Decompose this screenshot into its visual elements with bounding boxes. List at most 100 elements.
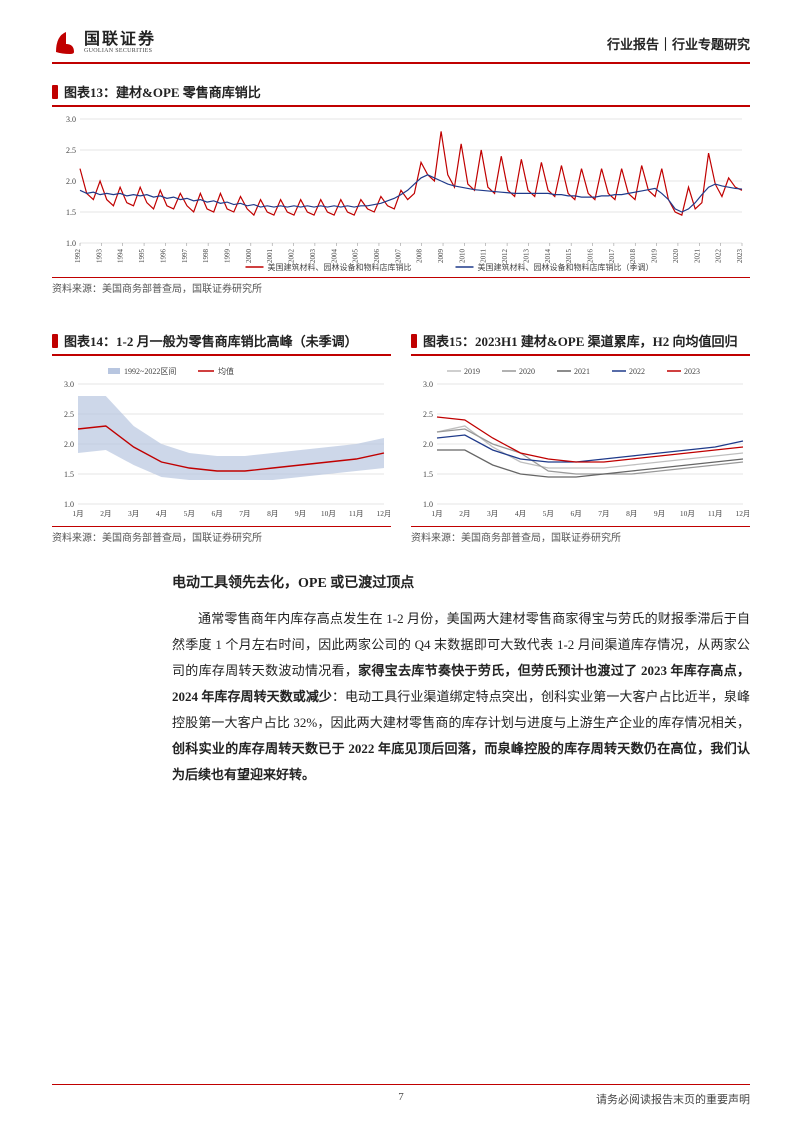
svg-text:2016: 2016 — [587, 249, 595, 264]
red-block-icon — [52, 334, 58, 348]
svg-text:6月: 6月 — [211, 509, 222, 518]
svg-text:2007: 2007 — [394, 249, 402, 264]
fig14-chart: 1.01.52.02.53.01月2月3月4月5月6月7月8月9月10月11月1… — [52, 354, 391, 522]
svg-text:10月: 10月 — [321, 509, 336, 518]
svg-text:11月: 11月 — [349, 509, 364, 518]
fig14-title-row: 图表14：1-2 月一般为零售商库销比高峰（未季调） — [52, 331, 391, 350]
svg-text:12月: 12月 — [736, 509, 750, 518]
svg-text:9月: 9月 — [654, 509, 665, 518]
svg-text:2005: 2005 — [352, 249, 360, 264]
svg-text:2001: 2001 — [266, 249, 274, 264]
svg-text:1994: 1994 — [117, 249, 125, 264]
svg-text:1.5: 1.5 — [423, 470, 433, 479]
svg-text:1.0: 1.0 — [423, 500, 433, 509]
svg-text:3月: 3月 — [128, 509, 139, 518]
svg-text:2.5: 2.5 — [64, 410, 74, 419]
svg-text:2021: 2021 — [693, 249, 701, 264]
svg-text:2020: 2020 — [672, 249, 680, 264]
svg-text:2009: 2009 — [437, 249, 445, 264]
svg-text:1998: 1998 — [202, 249, 210, 264]
fig14-title: 图表14：1-2 月一般为零售商库销比高峰（未季调） — [64, 331, 358, 350]
svg-text:1.5: 1.5 — [64, 470, 74, 479]
body-text: 通常零售商年内库存高点发生在 1-2 月份，美国两大建材零售商家得宝与劳氏的财报… — [172, 606, 750, 788]
svg-text:1.0: 1.0 — [66, 239, 76, 248]
svg-text:1月: 1月 — [72, 509, 83, 518]
svg-text:2008: 2008 — [416, 249, 424, 264]
svg-text:1月: 1月 — [431, 509, 442, 518]
red-block-icon — [52, 85, 58, 99]
svg-text:2021: 2021 — [574, 367, 590, 376]
svg-text:1992: 1992 — [74, 249, 82, 264]
svg-text:2004: 2004 — [330, 249, 338, 264]
logo: 国联证券 GUOLIAN SECURITIES — [52, 30, 156, 56]
svg-text:2012: 2012 — [501, 249, 509, 264]
svg-text:4月: 4月 — [515, 509, 526, 518]
svg-text:2.5: 2.5 — [423, 410, 433, 419]
section-title: 电动工具领先去化，OPE 或已渡过顶点 — [172, 572, 750, 592]
svg-text:2014: 2014 — [544, 249, 552, 264]
svg-text:12月: 12月 — [377, 509, 391, 518]
svg-text:2018: 2018 — [629, 249, 637, 264]
logo-text-cn: 国联证券 — [84, 32, 156, 48]
svg-text:2019: 2019 — [651, 249, 659, 264]
svg-text:1995: 1995 — [138, 249, 146, 264]
fig15-title-row: 图表15：2023H1 建材&OPE 渠道累库，H2 向均值回归 — [411, 331, 750, 350]
svg-text:5月: 5月 — [184, 509, 195, 518]
svg-text:2.5: 2.5 — [66, 146, 76, 155]
svg-text:11月: 11月 — [708, 509, 723, 518]
svg-text:4月: 4月 — [156, 509, 167, 518]
svg-text:2.0: 2.0 — [66, 177, 76, 186]
fig13-chart: 1.01.52.02.53.01992199319941995199619971… — [52, 105, 750, 273]
svg-text:8月: 8月 — [626, 509, 637, 518]
header: 国联证券 GUOLIAN SECURITIES 行业报告｜行业专题研究 — [52, 30, 750, 64]
svg-text:2010: 2010 — [458, 249, 466, 264]
svg-text:美国建筑材料、园林设备和物料店库销比（季调）: 美国建筑材料、园林设备和物料店库销比（季调） — [478, 262, 654, 272]
svg-text:2022: 2022 — [629, 367, 645, 376]
svg-text:10月: 10月 — [680, 509, 695, 518]
svg-text:2011: 2011 — [480, 249, 488, 263]
svg-text:2.0: 2.0 — [423, 440, 433, 449]
fig15-title: 图表15：2023H1 建材&OPE 渠道累库，H2 向均值回归 — [423, 331, 738, 350]
svg-text:2020: 2020 — [519, 367, 535, 376]
svg-text:1.0: 1.0 — [64, 500, 74, 509]
svg-text:3.0: 3.0 — [66, 115, 76, 124]
header-right: 行业报告｜行业专题研究 — [607, 34, 750, 53]
fig13-source: 资料来源：美国商务部普查局，国联证券研究所 — [52, 277, 750, 295]
svg-text:2006: 2006 — [373, 249, 381, 264]
svg-text:3月: 3月 — [487, 509, 498, 518]
svg-text:1997: 1997 — [181, 249, 189, 264]
svg-text:1992~2022区间: 1992~2022区间 — [124, 367, 176, 376]
svg-text:均值: 均值 — [218, 366, 234, 376]
logo-text-en: GUOLIAN SECURITIES — [84, 48, 156, 54]
red-block-icon — [411, 334, 417, 348]
svg-text:2013: 2013 — [522, 249, 530, 264]
svg-text:2015: 2015 — [565, 249, 573, 264]
svg-text:6月: 6月 — [570, 509, 581, 518]
svg-text:2.0: 2.0 — [64, 440, 74, 449]
svg-text:7月: 7月 — [239, 509, 250, 518]
logo-icon — [52, 30, 78, 56]
fig14-source: 资料来源：美国商务部普查局，国联证券研究所 — [52, 526, 391, 544]
page-number: 7 — [398, 1091, 404, 1103]
svg-text:2017: 2017 — [608, 249, 616, 264]
svg-text:2003: 2003 — [309, 249, 317, 264]
svg-text:1999: 1999 — [223, 249, 231, 264]
svg-text:美国建筑材料、园林设备和物料店库销比: 美国建筑材料、园林设备和物料店库销比 — [268, 262, 412, 272]
svg-text:1996: 1996 — [159, 249, 167, 264]
svg-text:9月: 9月 — [295, 509, 306, 518]
svg-text:2019: 2019 — [464, 367, 480, 376]
svg-text:3.0: 3.0 — [64, 380, 74, 389]
svg-text:5月: 5月 — [543, 509, 554, 518]
svg-text:2022: 2022 — [715, 249, 723, 264]
svg-text:2023: 2023 — [736, 249, 744, 264]
svg-text:1993: 1993 — [95, 249, 103, 264]
footer-disclaimer: 请务必阅读报告末页的重要声明 — [596, 1091, 750, 1107]
svg-text:2002: 2002 — [288, 249, 296, 264]
svg-text:2023: 2023 — [684, 367, 700, 376]
two-col-charts: 图表14：1-2 月一般为零售商库销比高峰（未季调） 1.0 1.5 2.0 2.5 3… — [52, 313, 750, 544]
svg-text:2000: 2000 — [245, 249, 253, 264]
fig15-chart: 1.01.52.02.53.01月2月3月4月5月6月7月8月9月10月11月1… — [411, 354, 750, 522]
svg-text:8月: 8月 — [267, 509, 278, 518]
footer: 7 请务必阅读报告末页的重要声明 — [52, 1084, 750, 1107]
fig13-title: 图表13：建材&OPE 零售商库销比 — [64, 82, 261, 101]
